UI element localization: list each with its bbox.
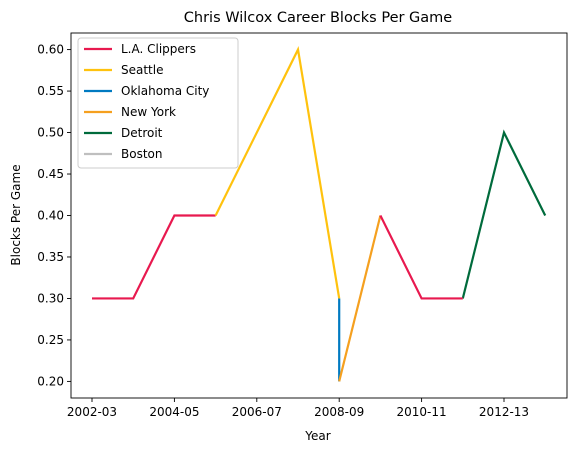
legend-label-1: Seattle	[121, 63, 163, 77]
y-tick-label-5: 0.45	[37, 167, 64, 181]
y-tick-label-2: 0.30	[37, 291, 64, 305]
y-tick-label-4: 0.40	[37, 209, 64, 223]
x-tick-label-3: 2008-09	[314, 405, 364, 419]
y-tick-label-8: 0.60	[37, 43, 64, 57]
y-tick-label-0: 0.20	[37, 374, 64, 388]
legend-box	[77, 37, 239, 169]
x-axis-label: Year	[304, 429, 330, 443]
y-axis-label: Blocks Per Game	[9, 164, 23, 265]
series-line-6	[379, 215, 463, 300]
x-tick-label-4: 2010-11	[397, 405, 447, 419]
series-line-1	[214, 46, 341, 299]
legend: L.A. Clippers Seattle Oklahoma City New Yor…	[77, 37, 239, 169]
series-line-0	[92, 214, 216, 300]
legend-label-2: Oklahoma City	[121, 84, 209, 98]
legend-label-0: L.A. Clippers	[121, 42, 196, 56]
x-tick-label-2: 2006-07	[232, 405, 282, 419]
y-axis: 0.20 0.25 0.30 0.35 0.40 0.45 0.50 0.55 0.60	[37, 43, 71, 388]
plot-area	[92, 46, 547, 382]
y-tick-label-7: 0.55	[37, 84, 64, 98]
y-tick-label-1: 0.25	[37, 333, 64, 347]
chart-title: Chris Wilcox Career Blocks Per Game	[184, 10, 453, 26]
series-line-3	[338, 215, 382, 382]
x-tick-label-1: 2004-05	[149, 405, 199, 419]
legend-label-3: New York	[121, 105, 176, 119]
x-tick-label-5: 2012-13	[479, 405, 529, 419]
legend-label-5: Boston	[121, 147, 162, 161]
y-tick-label-6: 0.50	[37, 126, 64, 140]
series-line-4	[461, 129, 547, 299]
y-tick-label-3: 0.35	[37, 250, 64, 264]
x-axis: 2002-03 2004-05 2006-07 2008-09 2010-11 2012-…	[67, 398, 529, 419]
legend-label-4: Detroit	[121, 126, 163, 140]
x-tick-label-0: 2002-03	[67, 405, 117, 419]
